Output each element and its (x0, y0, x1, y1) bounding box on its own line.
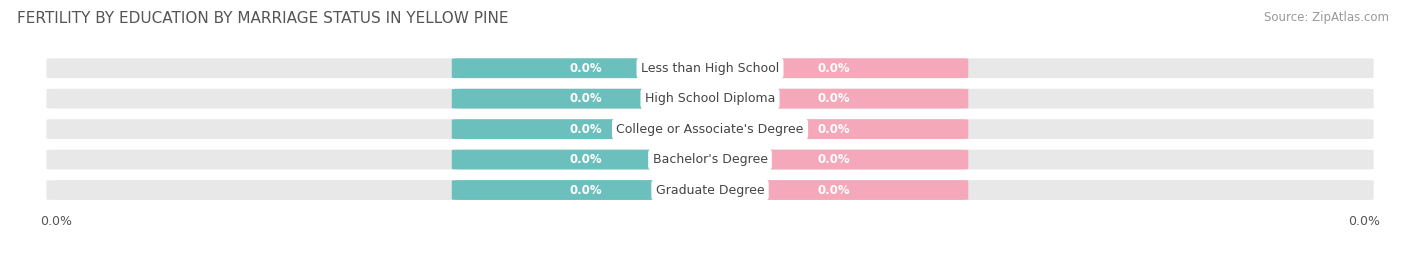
Text: Graduate Degree: Graduate Degree (655, 183, 765, 197)
Text: Source: ZipAtlas.com: Source: ZipAtlas.com (1264, 11, 1389, 24)
FancyBboxPatch shape (451, 180, 720, 200)
Text: 0.0%: 0.0% (569, 92, 602, 105)
Text: 0.0%: 0.0% (569, 153, 602, 166)
Text: Less than High School: Less than High School (641, 62, 779, 75)
FancyBboxPatch shape (46, 119, 1374, 139)
Text: FERTILITY BY EDUCATION BY MARRIAGE STATUS IN YELLOW PINE: FERTILITY BY EDUCATION BY MARRIAGE STATU… (17, 11, 509, 26)
Text: 0.0%: 0.0% (818, 92, 851, 105)
Text: Bachelor's Degree: Bachelor's Degree (652, 153, 768, 166)
FancyBboxPatch shape (46, 58, 1374, 78)
Text: 0.0%: 0.0% (569, 123, 602, 136)
Text: 0.0%: 0.0% (818, 62, 851, 75)
Text: 0.0%: 0.0% (818, 153, 851, 166)
FancyBboxPatch shape (451, 58, 720, 78)
Text: 0.0%: 0.0% (818, 183, 851, 197)
Text: 0.0%: 0.0% (818, 123, 851, 136)
FancyBboxPatch shape (700, 180, 969, 200)
FancyBboxPatch shape (451, 89, 720, 109)
Legend: Married, Unmarried: Married, Unmarried (616, 268, 804, 269)
Text: College or Associate's Degree: College or Associate's Degree (616, 123, 804, 136)
FancyBboxPatch shape (700, 58, 969, 78)
Text: 0.0%: 0.0% (569, 62, 602, 75)
FancyBboxPatch shape (700, 119, 969, 139)
FancyBboxPatch shape (451, 119, 720, 139)
FancyBboxPatch shape (46, 89, 1374, 109)
FancyBboxPatch shape (46, 180, 1374, 200)
Text: High School Diploma: High School Diploma (645, 92, 775, 105)
FancyBboxPatch shape (451, 150, 720, 169)
Text: 0.0%: 0.0% (569, 183, 602, 197)
FancyBboxPatch shape (46, 150, 1374, 169)
FancyBboxPatch shape (700, 150, 969, 169)
FancyBboxPatch shape (700, 89, 969, 109)
